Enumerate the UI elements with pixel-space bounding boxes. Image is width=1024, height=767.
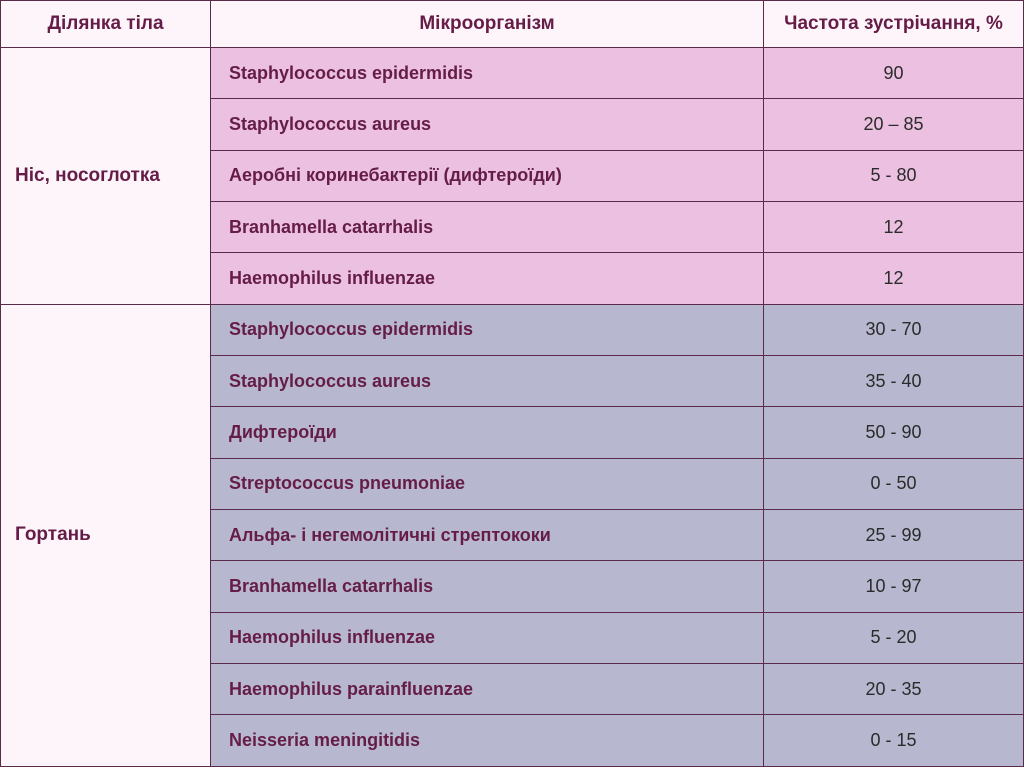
freq-cell: 90 <box>764 48 1024 99</box>
freq-cell: 50 - 90 <box>764 407 1024 458</box>
microorganism-table: Ділянка тіла Мікроорганізм Частота зустр… <box>0 0 1024 767</box>
organism-cell: Staphylococcus epidermidis <box>211 48 764 99</box>
freq-cell: 20 – 85 <box>764 99 1024 150</box>
organism-cell: Neisseria meningitidis <box>211 715 764 767</box>
organism-cell: Альфа- і негемолітичні стрептококи <box>211 510 764 561</box>
table-row: Ніс, носоглоткаStaphylococcus epidermidi… <box>1 48 1024 99</box>
organism-cell: Аеробні коринебактерії (дифтероїди) <box>211 150 764 201</box>
organism-cell: Haemophilus influenzae <box>211 253 764 304</box>
freq-cell: 0 - 50 <box>764 458 1024 509</box>
region-cell: Ніс, носоглотка <box>1 48 211 305</box>
organism-cell: Staphylococcus aureus <box>211 99 764 150</box>
header-row: Ділянка тіла Мікроорганізм Частота зустр… <box>1 1 1024 48</box>
organism-cell: Streptococcus pneumoniae <box>211 458 764 509</box>
organism-cell: Haemophilus influenzae <box>211 612 764 663</box>
organism-cell: Дифтероїди <box>211 407 764 458</box>
freq-cell: 0 - 15 <box>764 715 1024 767</box>
freq-cell: 12 <box>764 253 1024 304</box>
organism-cell: Staphylococcus aureus <box>211 356 764 407</box>
organism-cell: Branhamella catarrhalis <box>211 561 764 612</box>
header-freq: Частота зустрічання, % <box>764 1 1024 48</box>
header-organism: Мікроорганізм <box>211 1 764 48</box>
freq-cell: 5 - 20 <box>764 612 1024 663</box>
organism-cell: Haemophilus parainfluenzae <box>211 664 764 715</box>
freq-cell: 25 - 99 <box>764 510 1024 561</box>
table-header: Ділянка тіла Мікроорганізм Частота зустр… <box>1 1 1024 48</box>
table-row: ГортаньStaphylococcus epidermidis30 - 70 <box>1 304 1024 355</box>
freq-cell: 5 - 80 <box>764 150 1024 201</box>
region-cell: Гортань <box>1 304 211 766</box>
freq-cell: 35 - 40 <box>764 356 1024 407</box>
header-region: Ділянка тіла <box>1 1 211 48</box>
organism-cell: Branhamella catarrhalis <box>211 202 764 253</box>
table-body: Ніс, носоглоткаStaphylococcus epidermidi… <box>1 48 1024 767</box>
freq-cell: 30 - 70 <box>764 304 1024 355</box>
freq-cell: 12 <box>764 202 1024 253</box>
freq-cell: 20 - 35 <box>764 664 1024 715</box>
freq-cell: 10 - 97 <box>764 561 1024 612</box>
organism-cell: Staphylococcus epidermidis <box>211 304 764 355</box>
